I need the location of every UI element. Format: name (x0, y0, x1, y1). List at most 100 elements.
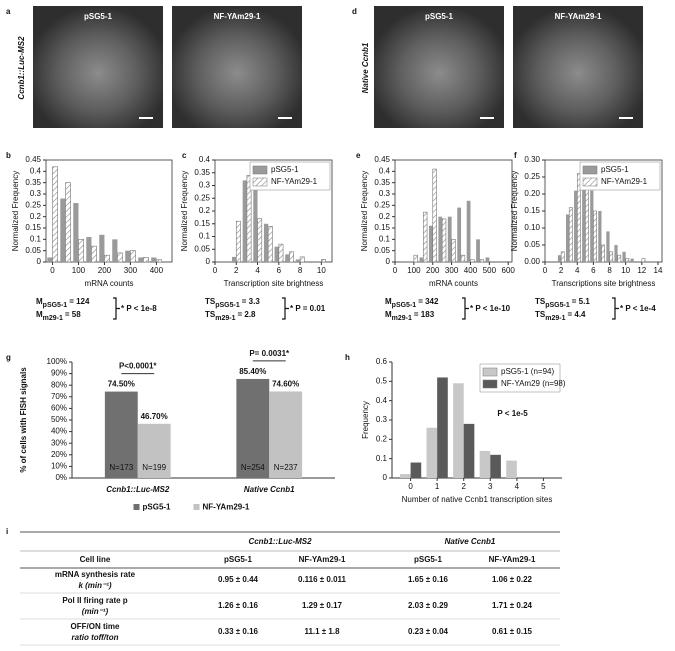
bar (617, 254, 622, 263)
stat-line: TSpSG5-1 = 3.3 (205, 297, 260, 309)
y-tick-label: 0.4 (379, 166, 391, 175)
bar (432, 168, 437, 263)
bar (151, 257, 157, 262)
bar (269, 391, 303, 478)
stat-bracket (612, 297, 619, 320)
bar (274, 246, 279, 262)
y-tick-label: 0.05 (374, 246, 390, 255)
y-tick-label: 0.00 (524, 257, 540, 266)
row-label: OFF/ON time (71, 622, 120, 631)
panel-letter: b (6, 151, 11, 160)
bar (232, 256, 237, 262)
row-label: k (min⁻¹) (78, 581, 111, 590)
x-tick-label: 100 (72, 266, 86, 275)
y-tick-label: 0 (37, 257, 42, 266)
value-label: 74.60% (272, 380, 299, 389)
x-tick-label: 2 (461, 482, 466, 491)
stat-symbol: TS (535, 297, 546, 306)
x-tick-label: Ccnb1::Luc-MS2 (106, 485, 170, 494)
stat-p: * P < 1e-10 (470, 304, 511, 313)
annotation: P < 1e-5 (497, 409, 528, 418)
y-tick-label: 0.45 (25, 155, 41, 164)
stat-p: * P < 1e-4 (620, 304, 656, 313)
y-tick-label: 0.35 (374, 178, 390, 187)
bar (451, 239, 456, 263)
legend-swatch (582, 177, 598, 187)
bar (60, 198, 66, 262)
y-tick-label: 60% (51, 404, 67, 413)
x-tick-label: 500 (483, 266, 497, 275)
stat-subscript: pSG5-1 (545, 302, 570, 309)
bar (560, 251, 565, 263)
stat-bracket (462, 297, 469, 320)
bar (438, 216, 443, 262)
y-tick-label: 0.1 (199, 232, 211, 241)
bar (78, 239, 84, 263)
bar (399, 474, 411, 478)
bar (641, 258, 646, 263)
y-tick-label: 0.2 (376, 434, 388, 443)
y-tick-label: 0.35 (25, 178, 41, 187)
table-cell: 1.26 ± 0.16 (218, 601, 259, 610)
y-tick-label: 0.3 (379, 189, 391, 198)
table-cell: 0.95 ± 0.44 (218, 575, 259, 584)
table-cell: 0.116 ± 0.011 (298, 575, 347, 584)
bar (52, 166, 58, 263)
stat-subscript: m29-1 (545, 315, 565, 322)
bar (410, 462, 422, 478)
x-tick-label: 14 (654, 266, 663, 275)
stat-symbol: TS (535, 310, 546, 319)
y-tick-label: 0.35 (194, 168, 210, 177)
bar (557, 255, 562, 262)
stat-value: = 3.3 (242, 297, 261, 306)
y-tick-label: 0.6 (376, 357, 388, 366)
bar (490, 454, 501, 478)
table-cell: 1.65 ± 0.16 (408, 575, 449, 584)
panel-letter: h (345, 353, 350, 362)
y-tick-label: 0.45 (374, 155, 390, 164)
image-title: pSG5-1 (84, 12, 113, 21)
x-tick-label: 200 (426, 266, 440, 275)
bar (86, 237, 92, 262)
table-cell: 1.06 ± 0.22 (492, 575, 533, 584)
panel-letter: e (356, 151, 361, 160)
bar (138, 257, 144, 262)
table-header: NF-YAm29-1 (489, 555, 536, 564)
bar (593, 210, 597, 263)
bar (476, 239, 480, 262)
stat-value: = 58 (65, 310, 81, 319)
bar (470, 259, 475, 263)
x-tick-label: 400 (150, 266, 164, 275)
x-tick-label: 300 (124, 266, 138, 275)
x-tick-label: 4 (255, 266, 260, 275)
y-tick-label: 0.3 (30, 189, 42, 198)
micrograph (172, 6, 302, 128)
x-tick-label: 2 (559, 266, 564, 275)
bar (466, 200, 471, 262)
bar (278, 243, 284, 263)
bar (253, 165, 258, 262)
image-title: NF-YAm29-1 (214, 12, 261, 21)
y-tick-label: 40% (51, 427, 67, 436)
stat-p: * P < 1e-8 (121, 304, 157, 313)
y-tick-label: 0.05 (25, 246, 41, 255)
legend-swatch (482, 379, 498, 389)
bar (574, 190, 578, 262)
y-tick-label: 90% (51, 369, 67, 378)
y-tick-label: 0 (383, 473, 388, 482)
stat-value: = 4.4 (567, 310, 586, 319)
y-tick-label: 0.1 (376, 454, 388, 463)
table-cell: 0.33 ± 0.16 (218, 627, 259, 636)
bar (299, 256, 305, 263)
stat-value: = 183 (414, 310, 435, 319)
stat-value: = 342 (418, 297, 439, 306)
bar (257, 218, 263, 263)
y-tick-label: 0.3 (376, 415, 388, 424)
value-label: 74.50% (108, 380, 135, 389)
table-header: NF-YAm29-1 (299, 555, 346, 564)
bar (457, 207, 462, 262)
x-tick-label: 12 (637, 266, 646, 275)
table-cell: 1.71 ± 0.24 (492, 601, 533, 610)
y-axis-label: Normalized Frequency (180, 171, 189, 251)
